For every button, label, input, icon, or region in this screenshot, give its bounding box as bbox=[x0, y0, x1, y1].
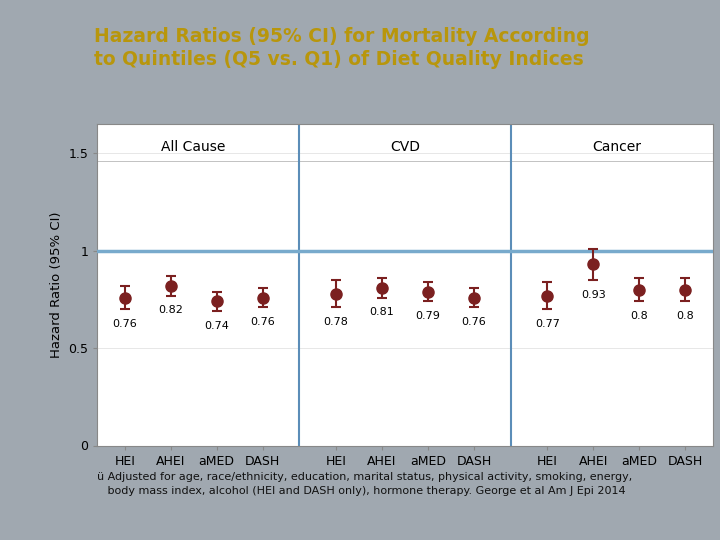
Text: 0.76: 0.76 bbox=[462, 317, 486, 327]
Text: 0.93: 0.93 bbox=[581, 290, 606, 300]
Text: 0.79: 0.79 bbox=[415, 311, 441, 321]
Y-axis label: Hazard Ratio (95% CI): Hazard Ratio (95% CI) bbox=[50, 212, 63, 358]
Text: ü Adjusted for age, race/ethnicity, education, marital status, physical activity: ü Adjusted for age, race/ethnicity, educ… bbox=[97, 472, 632, 496]
Text: 0.82: 0.82 bbox=[158, 305, 183, 315]
Text: 0.76: 0.76 bbox=[112, 319, 137, 329]
Text: 0.8: 0.8 bbox=[676, 311, 694, 321]
Text: CVD: CVD bbox=[390, 140, 420, 154]
Text: 0.76: 0.76 bbox=[251, 317, 275, 327]
Text: 0.77: 0.77 bbox=[535, 319, 560, 329]
Text: Hazard Ratios (95% CI) for Mortality According
to Quintiles (Q5 vs. Q1) of Diet : Hazard Ratios (95% CI) for Mortality Acc… bbox=[94, 27, 589, 69]
Text: 0.78: 0.78 bbox=[324, 317, 348, 327]
Text: 0.81: 0.81 bbox=[369, 307, 395, 317]
Text: 0.74: 0.74 bbox=[204, 321, 229, 331]
Text: All Cause: All Cause bbox=[161, 140, 226, 154]
Text: Cancer: Cancer bbox=[592, 140, 641, 154]
Text: 0.8: 0.8 bbox=[631, 311, 648, 321]
